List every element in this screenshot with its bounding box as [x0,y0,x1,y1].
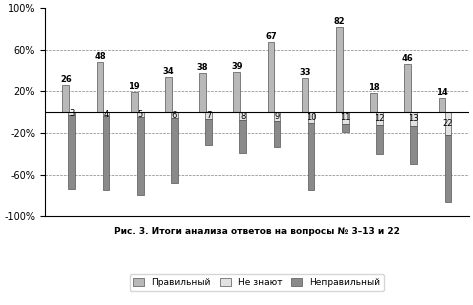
Bar [336,27,342,112]
Bar [376,125,383,154]
Text: 13: 13 [408,114,419,124]
Text: 4: 4 [104,110,109,119]
Bar [199,73,206,112]
Text: 22: 22 [443,119,453,128]
Bar [69,115,75,189]
Text: 46: 46 [402,54,413,63]
Bar [137,117,143,195]
Text: 14: 14 [436,88,448,97]
Text: 38: 38 [197,63,208,72]
Bar [205,120,212,145]
Bar [69,112,75,115]
Bar [239,112,246,120]
Text: 10: 10 [306,113,316,122]
Bar [234,72,240,112]
Bar [302,78,308,112]
Bar [205,112,212,120]
Text: 39: 39 [231,62,243,70]
Text: 6: 6 [172,111,177,120]
Text: 18: 18 [368,83,379,92]
Bar [96,62,104,112]
Bar [370,93,377,112]
Bar [445,135,451,202]
Bar [411,126,417,164]
Text: 82: 82 [333,17,345,26]
Bar [131,92,138,112]
Bar [103,112,109,116]
Bar [308,112,315,123]
Text: 9: 9 [274,112,280,121]
Bar [137,112,143,117]
Bar [404,64,411,112]
Text: 11: 11 [340,113,350,122]
Bar [62,85,69,112]
Text: 7: 7 [206,111,211,120]
Bar [171,118,178,183]
Bar [165,77,172,112]
Bar [171,112,178,118]
Legend: Правильный, Не знают, Неправильный: Правильный, Не знают, Неправильный [130,274,384,291]
Bar [239,120,246,153]
Bar [342,112,349,124]
Bar [273,121,280,148]
Text: 19: 19 [128,82,140,91]
Bar [308,123,315,190]
Text: 3: 3 [69,109,75,118]
Bar [376,112,383,125]
Bar [103,116,109,190]
Bar [445,112,451,135]
Bar [268,42,274,112]
Text: 8: 8 [240,112,245,121]
Text: 26: 26 [60,75,72,84]
Bar [438,98,445,112]
Text: Рис. 3. Итоги анализа ответов на вопросы № 3–13 и 22: Рис. 3. Итоги анализа ответов на вопросы… [114,227,400,235]
Text: 33: 33 [299,68,311,77]
Bar [342,124,349,132]
Bar [411,112,417,126]
Text: 34: 34 [163,67,174,76]
Text: 5: 5 [138,110,143,119]
Text: 12: 12 [374,114,385,123]
Text: 48: 48 [94,52,106,61]
Bar [273,112,280,121]
Text: 67: 67 [265,32,277,41]
